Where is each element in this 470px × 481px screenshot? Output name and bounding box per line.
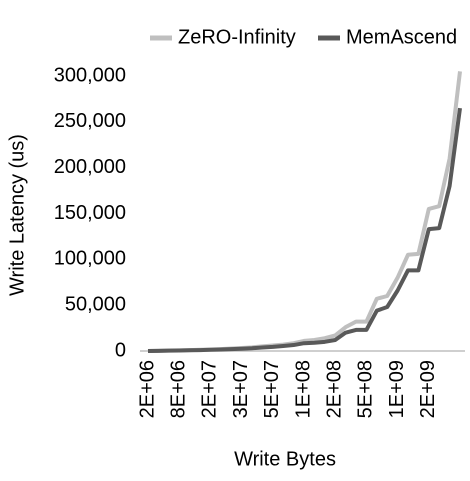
x-tick-label: 1E+09 [386,360,408,418]
x-tick-label: 5E+07 [261,360,283,418]
y-axis-title: Write Latency (us) [6,134,28,296]
x-tick-label: 2E+08 [323,360,345,418]
y-tick-label: 200,000 [54,156,126,178]
y-tick-label: 100,000 [54,248,126,270]
y-tick-label: 50,000 [65,293,126,315]
x-axis-title: Write Bytes [234,448,336,470]
x-tick-label: 2E+06 [136,360,158,418]
y-tick-label: 300,000 [54,64,126,86]
x-tick-label: 5E+08 [355,360,377,418]
legend-label: ZeRO-Infinity [178,26,296,48]
y-tick-label: 250,000 [54,110,126,132]
series-line [147,71,462,353]
x-tick-label: 2E+09 [417,360,439,418]
x-tick-label: 8E+06 [167,360,189,418]
x-tick-label: 1E+08 [292,360,314,418]
series-line [147,107,462,353]
y-tick-label: 150,000 [54,202,126,224]
legend-label: MemAscend [346,26,457,48]
x-tick-label: 3E+07 [230,360,252,418]
y-tick-label: 0 [115,339,126,361]
x-tick-label: 2E+07 [199,360,221,418]
